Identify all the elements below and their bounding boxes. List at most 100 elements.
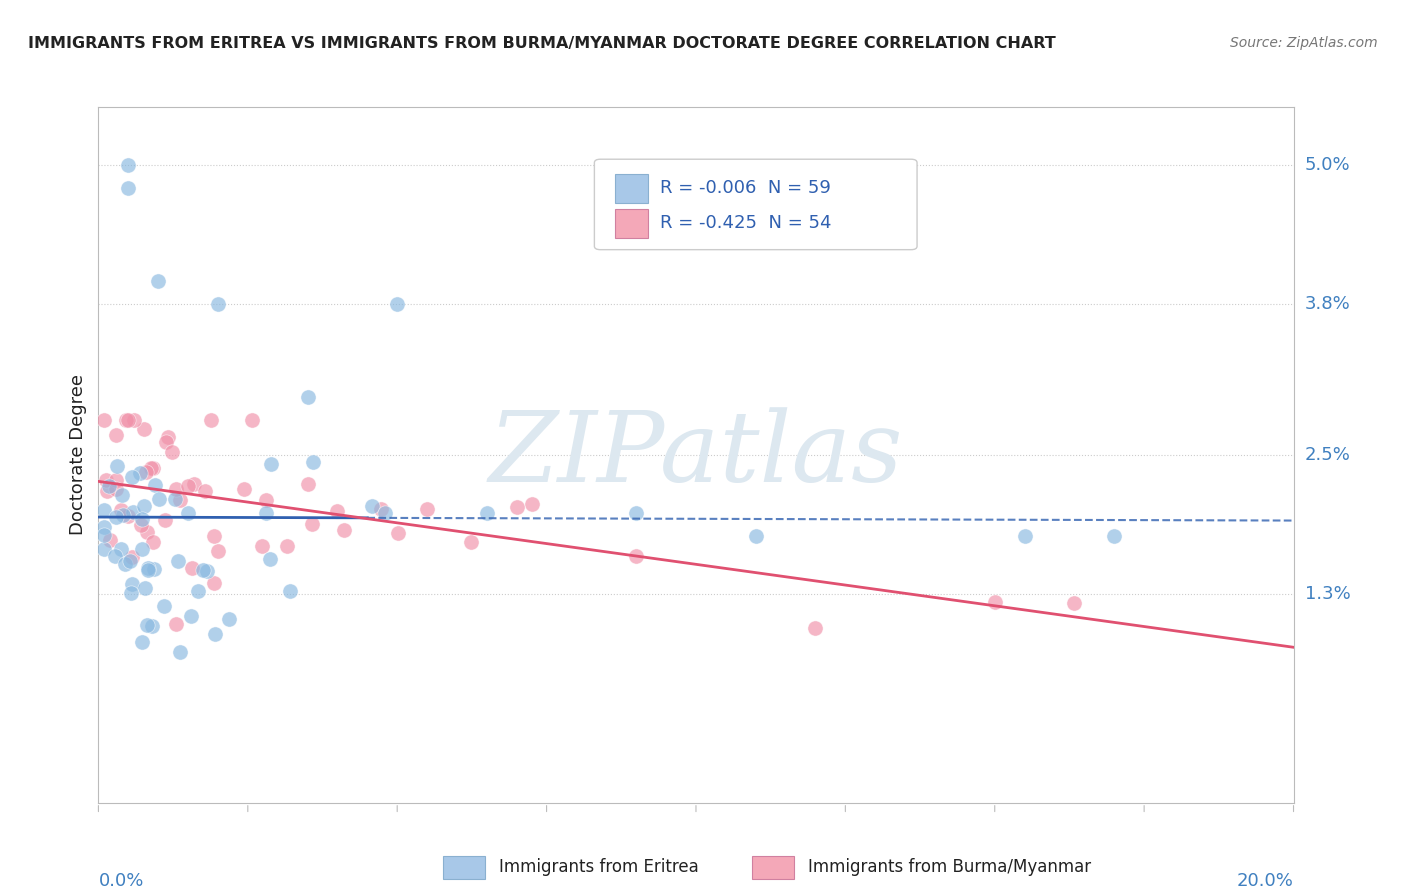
Point [157,430,180,444]
Point [121,577,143,591]
Point [118,554,141,568]
Bar [614,174,648,203]
Point [121,505,143,519]
Point [132,499,155,513]
Text: IMMIGRANTS FROM ERITREA VS IMMIGRANTS FROM BURMA/MYANMAR DOCTORATE DEGREE CORREL: IMMIGRANTS FROM ERITREA VS IMMIGRANTS FR… [28,36,1056,51]
Point [153,599,176,613]
Point [745,529,768,543]
Point [98,533,122,547]
Point [148,492,170,507]
Point [136,563,159,577]
Point [114,557,136,571]
Point [804,621,827,635]
Point [1104,529,1126,543]
Point [233,482,256,496]
Point [260,457,283,471]
Point [326,504,349,518]
Y-axis label: Doctorate Degree: Doctorate Degree [69,375,87,535]
Point [361,499,384,513]
Point [110,488,132,502]
Text: Immigrants from Burma/Myanmar: Immigrants from Burma/Myanmar [808,858,1091,876]
Point [142,562,165,576]
Text: ZIPatlas: ZIPatlas [489,408,903,502]
Point [180,609,202,624]
Point [131,512,153,526]
Point [207,543,229,558]
Point [374,506,396,520]
Point [134,422,156,436]
Text: 20.0%: 20.0% [1237,872,1294,890]
Point [135,618,157,632]
Point [155,435,177,450]
Point [110,541,132,556]
Point [416,502,439,516]
Point [180,561,202,575]
Text: R = -0.006  N = 59: R = -0.006 N = 59 [661,179,831,197]
Point [626,506,648,520]
Point [134,581,156,595]
Point [460,535,482,549]
Point [297,477,319,491]
Point [333,523,356,537]
Point [387,526,409,541]
Point [104,549,127,564]
Point [141,461,163,475]
Point [626,549,648,563]
Point [122,413,145,427]
Point [121,549,143,564]
Point [187,584,209,599]
Point [111,508,134,522]
Point [104,510,127,524]
Point [276,539,298,553]
Point [117,158,139,172]
Point [131,518,153,533]
Point [177,479,200,493]
Point [135,524,157,539]
Text: Source: ZipAtlas.com: Source: ZipAtlas.com [1230,36,1378,50]
Point [117,181,139,195]
Point [259,552,281,566]
Point [93,528,115,542]
Point [202,575,225,590]
Point [169,493,191,508]
Point [93,520,115,534]
Point [984,595,1007,609]
Point [105,428,128,442]
Point [218,612,240,626]
Point [302,455,325,469]
Point [117,413,139,427]
Point [166,554,188,568]
Bar [614,209,648,238]
Point [207,297,229,311]
Point [155,513,177,527]
Point [204,627,226,641]
Point [385,297,409,311]
Point [131,542,153,557]
Point [370,502,392,516]
Point [114,413,136,427]
Point [145,478,167,492]
Point [165,482,187,496]
Point [194,483,217,498]
Point [169,645,191,659]
Text: R = -0.425  N = 54: R = -0.425 N = 54 [661,214,831,232]
Point [240,413,263,427]
Point [94,473,117,487]
Point [162,444,184,458]
Point [120,586,142,600]
Point [165,616,187,631]
Point [200,413,222,427]
Text: 3.8%: 3.8% [1305,295,1350,313]
Point [1014,529,1036,543]
Point [254,506,277,520]
Point [506,500,529,514]
Point [475,506,498,520]
Point [520,497,543,511]
Text: 1.3%: 1.3% [1305,585,1350,603]
Point [105,458,128,473]
Point [193,563,215,577]
Point [142,534,165,549]
Point [142,460,165,475]
Point [93,541,115,556]
Point [301,516,323,531]
